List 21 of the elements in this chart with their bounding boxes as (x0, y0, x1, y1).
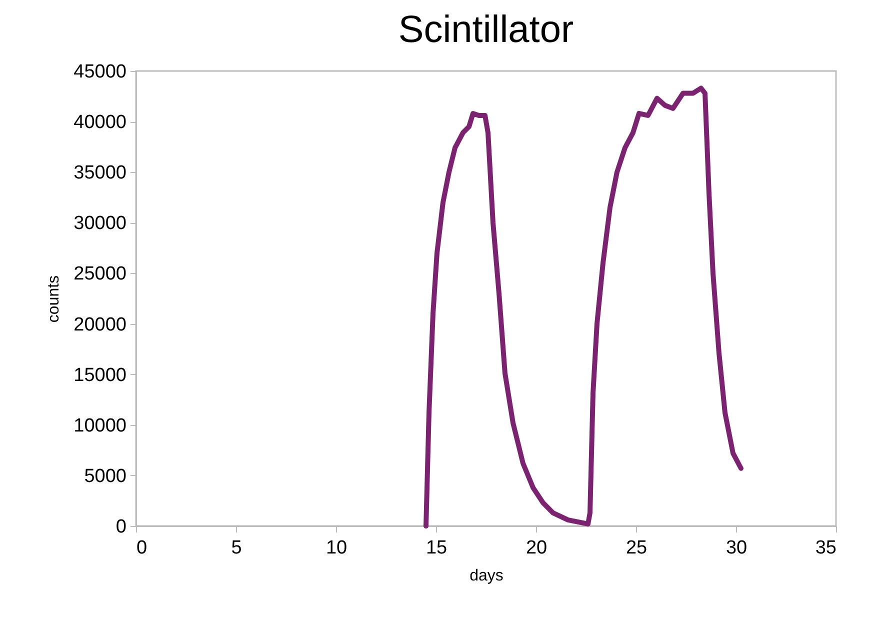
y-tick-label: 25000 (74, 264, 126, 285)
x-tick-label: 10 (326, 538, 348, 558)
x-tick-label: 20 (526, 538, 548, 558)
x-tick-label: 0 (136, 538, 148, 558)
x-tick-label: 35 (815, 538, 836, 558)
y-tick-label: 15000 (74, 364, 126, 386)
x-tick-label: 15 (426, 538, 448, 558)
y-tick-label: 40000 (74, 112, 126, 134)
y-tick-label: 45000 (74, 62, 126, 82)
y-axis-title: counts (46, 275, 63, 323)
x-axis-title: days (470, 568, 504, 584)
y-tick-label: 5000 (84, 466, 126, 487)
chart-title: Scintillator (398, 9, 574, 51)
y-tick-label: 20000 (74, 314, 126, 336)
x-tick-label: 30 (726, 538, 748, 558)
x-tick-label: 5 (231, 538, 242, 558)
y-tick-label: 0 (116, 516, 126, 538)
y-tick-label: 35000 (74, 162, 126, 184)
y-tick-label: 30000 (74, 213, 126, 234)
x-tick-label: 25 (626, 538, 648, 558)
y-tick-label: 10000 (74, 415, 126, 436)
